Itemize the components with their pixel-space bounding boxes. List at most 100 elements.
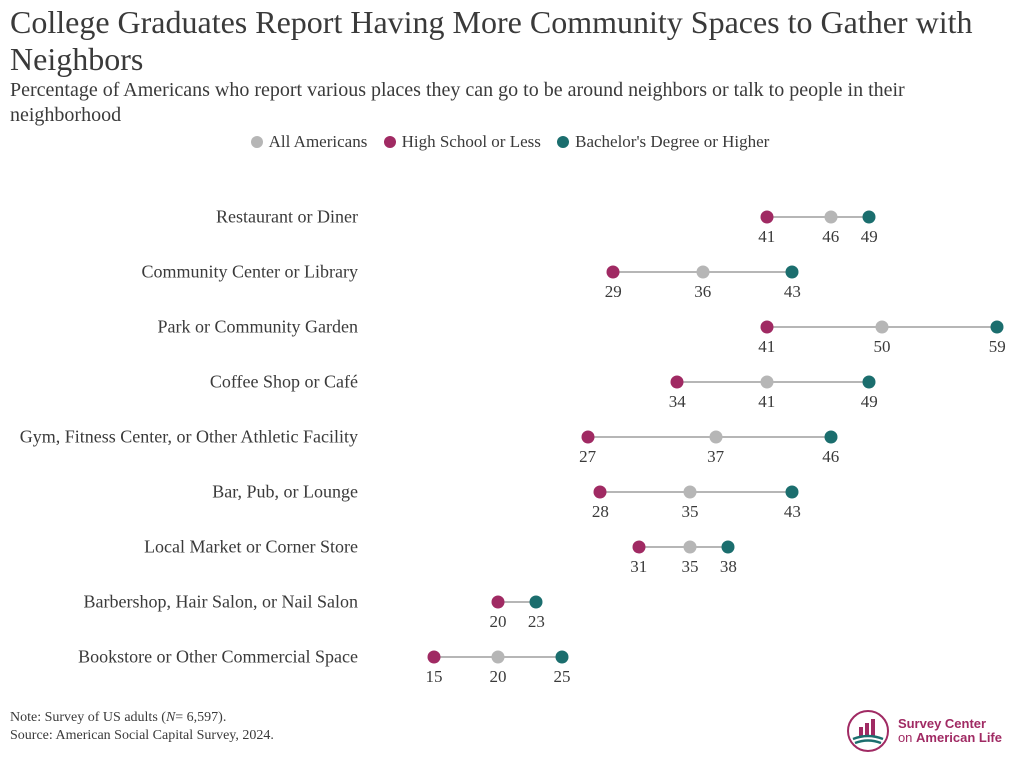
data-point-ba (991, 321, 1004, 334)
value-label-hs: 15 (426, 667, 443, 687)
data-row: Bar, Pub, or Lounge 352843 (10, 471, 1010, 513)
row-plot: 201525 (370, 636, 1010, 678)
row-label: Restaurant or Diner (10, 207, 358, 228)
data-point-ba (556, 651, 569, 664)
data-point-hs (671, 376, 684, 389)
data-point-ba (786, 266, 799, 279)
legend-label-hs: High School or Less (402, 132, 541, 152)
chart-container: College Graduates Report Having More Com… (0, 0, 1020, 769)
value-label-hs: 28 (592, 502, 609, 522)
value-label-all: 46 (822, 227, 839, 247)
value-label-hs: 41 (758, 337, 775, 357)
footer-n-label: N (166, 710, 175, 725)
data-point-all (696, 266, 709, 279)
data-point-hs (760, 321, 773, 334)
value-label-ba: 23 (528, 612, 545, 632)
value-label-ba: 46 (822, 447, 839, 467)
data-point-all (684, 541, 697, 554)
value-label-all: 41 (758, 392, 775, 412)
chart-subtitle: Percentage of Americans who report vario… (10, 78, 960, 128)
row-label: Community Center or Library (10, 262, 358, 283)
row-plot: 504159 (370, 306, 1010, 348)
data-row: Restaurant or Diner 464149 (10, 196, 1010, 238)
data-point-hs (492, 596, 505, 609)
legend-label-all: All Americans (269, 132, 368, 152)
row-plot: 372746 (370, 416, 1010, 458)
row-label: Local Market or Corner Store (10, 537, 358, 558)
row-plot: 464149 (370, 196, 1010, 238)
chart-title: College Graduates Report Having More Com… (10, 4, 990, 78)
data-point-ba (530, 596, 543, 609)
value-label-all: 36 (694, 282, 711, 302)
row-label: Coffee Shop or Café (10, 372, 358, 393)
data-point-hs (607, 266, 620, 279)
legend-item-all: All Americans (251, 132, 368, 152)
value-label-all: 50 (874, 337, 891, 357)
data-point-all (684, 486, 697, 499)
value-label-all: 35 (682, 557, 699, 577)
value-label-hs: 34 (669, 392, 686, 412)
row-plot: 413449 (370, 361, 1010, 403)
value-label-ba: 43 (784, 282, 801, 302)
data-row: Local Market or Corner Store 353138 (10, 526, 1010, 568)
data-point-ba (824, 431, 837, 444)
data-row: Barbershop, Hair Salon, or Nail Salon 202… (10, 581, 1010, 623)
logo-icon (846, 709, 890, 753)
data-point-ba (863, 376, 876, 389)
value-label-hs: 29 (605, 282, 622, 302)
data-point-all (492, 651, 505, 664)
value-label-all: 35 (682, 502, 699, 522)
chart-footer: Note: Survey of US adults (N= 6,597). So… (10, 709, 274, 745)
row-plot: 362943 (370, 251, 1010, 293)
legend: All Americans High School or Less Bachel… (0, 132, 1020, 153)
legend-item-ba: Bachelor's Degree or Higher (557, 132, 769, 152)
row-label: Gym, Fitness Center, or Other Athletic F… (10, 427, 358, 448)
logo-line2-bold: American Life (916, 730, 1002, 745)
row-plot: 353138 (370, 526, 1010, 568)
legend-item-hs: High School or Less (384, 132, 541, 152)
data-point-ba (786, 486, 799, 499)
data-point-hs (581, 431, 594, 444)
row-label: Park or Community Garden (10, 317, 358, 338)
row-label: Bookstore or Other Commercial Space (10, 647, 358, 668)
row-label: Barbershop, Hair Salon, or Nail Salon (10, 592, 358, 613)
value-label-all: 37 (707, 447, 724, 467)
legend-dot-ba (557, 136, 569, 148)
footer-source: Source: American Social Capital Survey, … (10, 727, 274, 745)
data-row: Coffee Shop or Café 413449 (10, 361, 1010, 403)
logo-line2-prefix: on (898, 730, 916, 745)
connector-line (767, 216, 869, 218)
value-label-all: 20 (490, 667, 507, 687)
value-label-hs: 41 (758, 227, 775, 247)
footer-note: Note: Survey of US adults (N= 6,597). (10, 709, 274, 727)
brand-logo: Survey Center on American Life (846, 709, 1002, 753)
legend-dot-hs (384, 136, 396, 148)
value-label-ba: 49 (861, 392, 878, 412)
data-point-all (709, 431, 722, 444)
footer-n-value: = 6,597). (175, 710, 226, 725)
data-row: Community Center or Library 362943 (10, 251, 1010, 293)
data-point-all (760, 376, 773, 389)
data-point-hs (428, 651, 441, 664)
legend-label-ba: Bachelor's Degree or Higher (575, 132, 769, 152)
data-point-all (876, 321, 889, 334)
value-label-ba: 38 (720, 557, 737, 577)
data-row: Gym, Fitness Center, or Other Athletic F… (10, 416, 1010, 458)
row-plot: 352843 (370, 471, 1010, 513)
value-label-hs: 20 (490, 612, 507, 632)
data-row: Park or Community Garden 504159 (10, 306, 1010, 348)
data-point-all (824, 211, 837, 224)
row-label: Bar, Pub, or Lounge (10, 482, 358, 503)
logo-text: Survey Center on American Life (898, 717, 1002, 746)
legend-dot-all (251, 136, 263, 148)
footer-note-prefix: Note: Survey of US adults ( (10, 710, 166, 725)
row-plot: 2023 (370, 581, 1010, 623)
data-point-hs (760, 211, 773, 224)
plot-area: Restaurant or Diner464149Community Cente… (10, 178, 1010, 688)
logo-line1: Survey Center (898, 716, 986, 731)
data-point-ba (863, 211, 876, 224)
data-row: Bookstore or Other Commercial Space 20152… (10, 636, 1010, 678)
data-point-ba (722, 541, 735, 554)
data-point-hs (632, 541, 645, 554)
value-label-hs: 27 (579, 447, 596, 467)
